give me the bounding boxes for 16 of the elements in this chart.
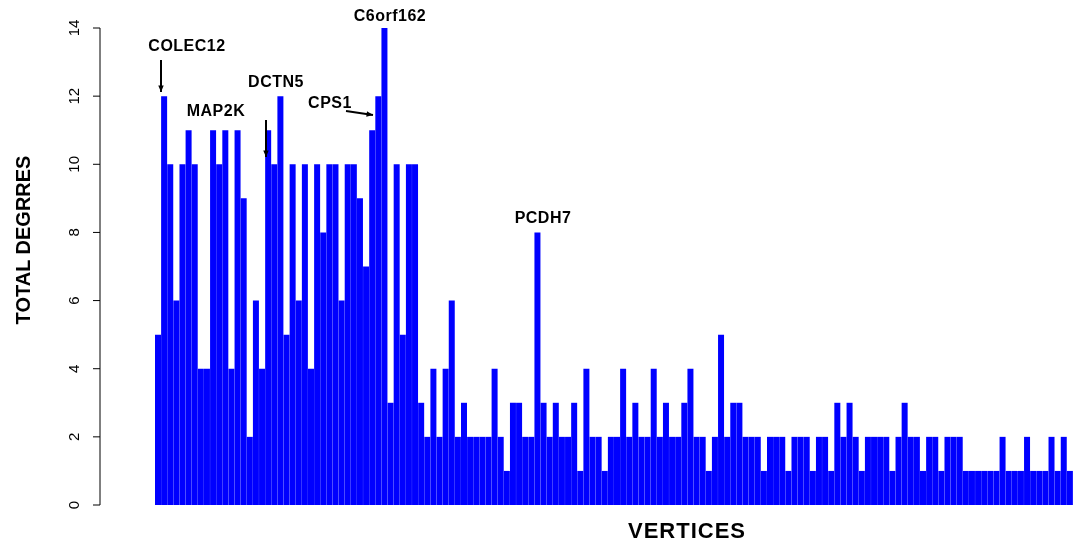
- y-tick-label: 4: [65, 364, 82, 373]
- y-tick-label: 14: [65, 19, 82, 37]
- y-tick-label: 6: [65, 296, 82, 305]
- y-tick-label: 8: [65, 228, 82, 237]
- x-axis-title: VERTICES: [627, 518, 747, 543]
- y-tick-label: 10: [65, 155, 82, 173]
- y-axis-title: TOTAL DEGRRES: [12, 155, 34, 325]
- text: C6orf162: [353, 7, 427, 24]
- y-tick-label: 0: [65, 500, 82, 510]
- y-tick-label: 12: [65, 87, 82, 105]
- annotation: DCTN5: [248, 73, 304, 90]
- annotation: PCDH7: [514, 209, 572, 226]
- annotation: CPS1: [308, 94, 352, 111]
- annotation: MAP2K: [186, 102, 246, 119]
- annotation: COLEC12: [148, 37, 226, 54]
- y-tick-label: 2: [65, 432, 82, 442]
